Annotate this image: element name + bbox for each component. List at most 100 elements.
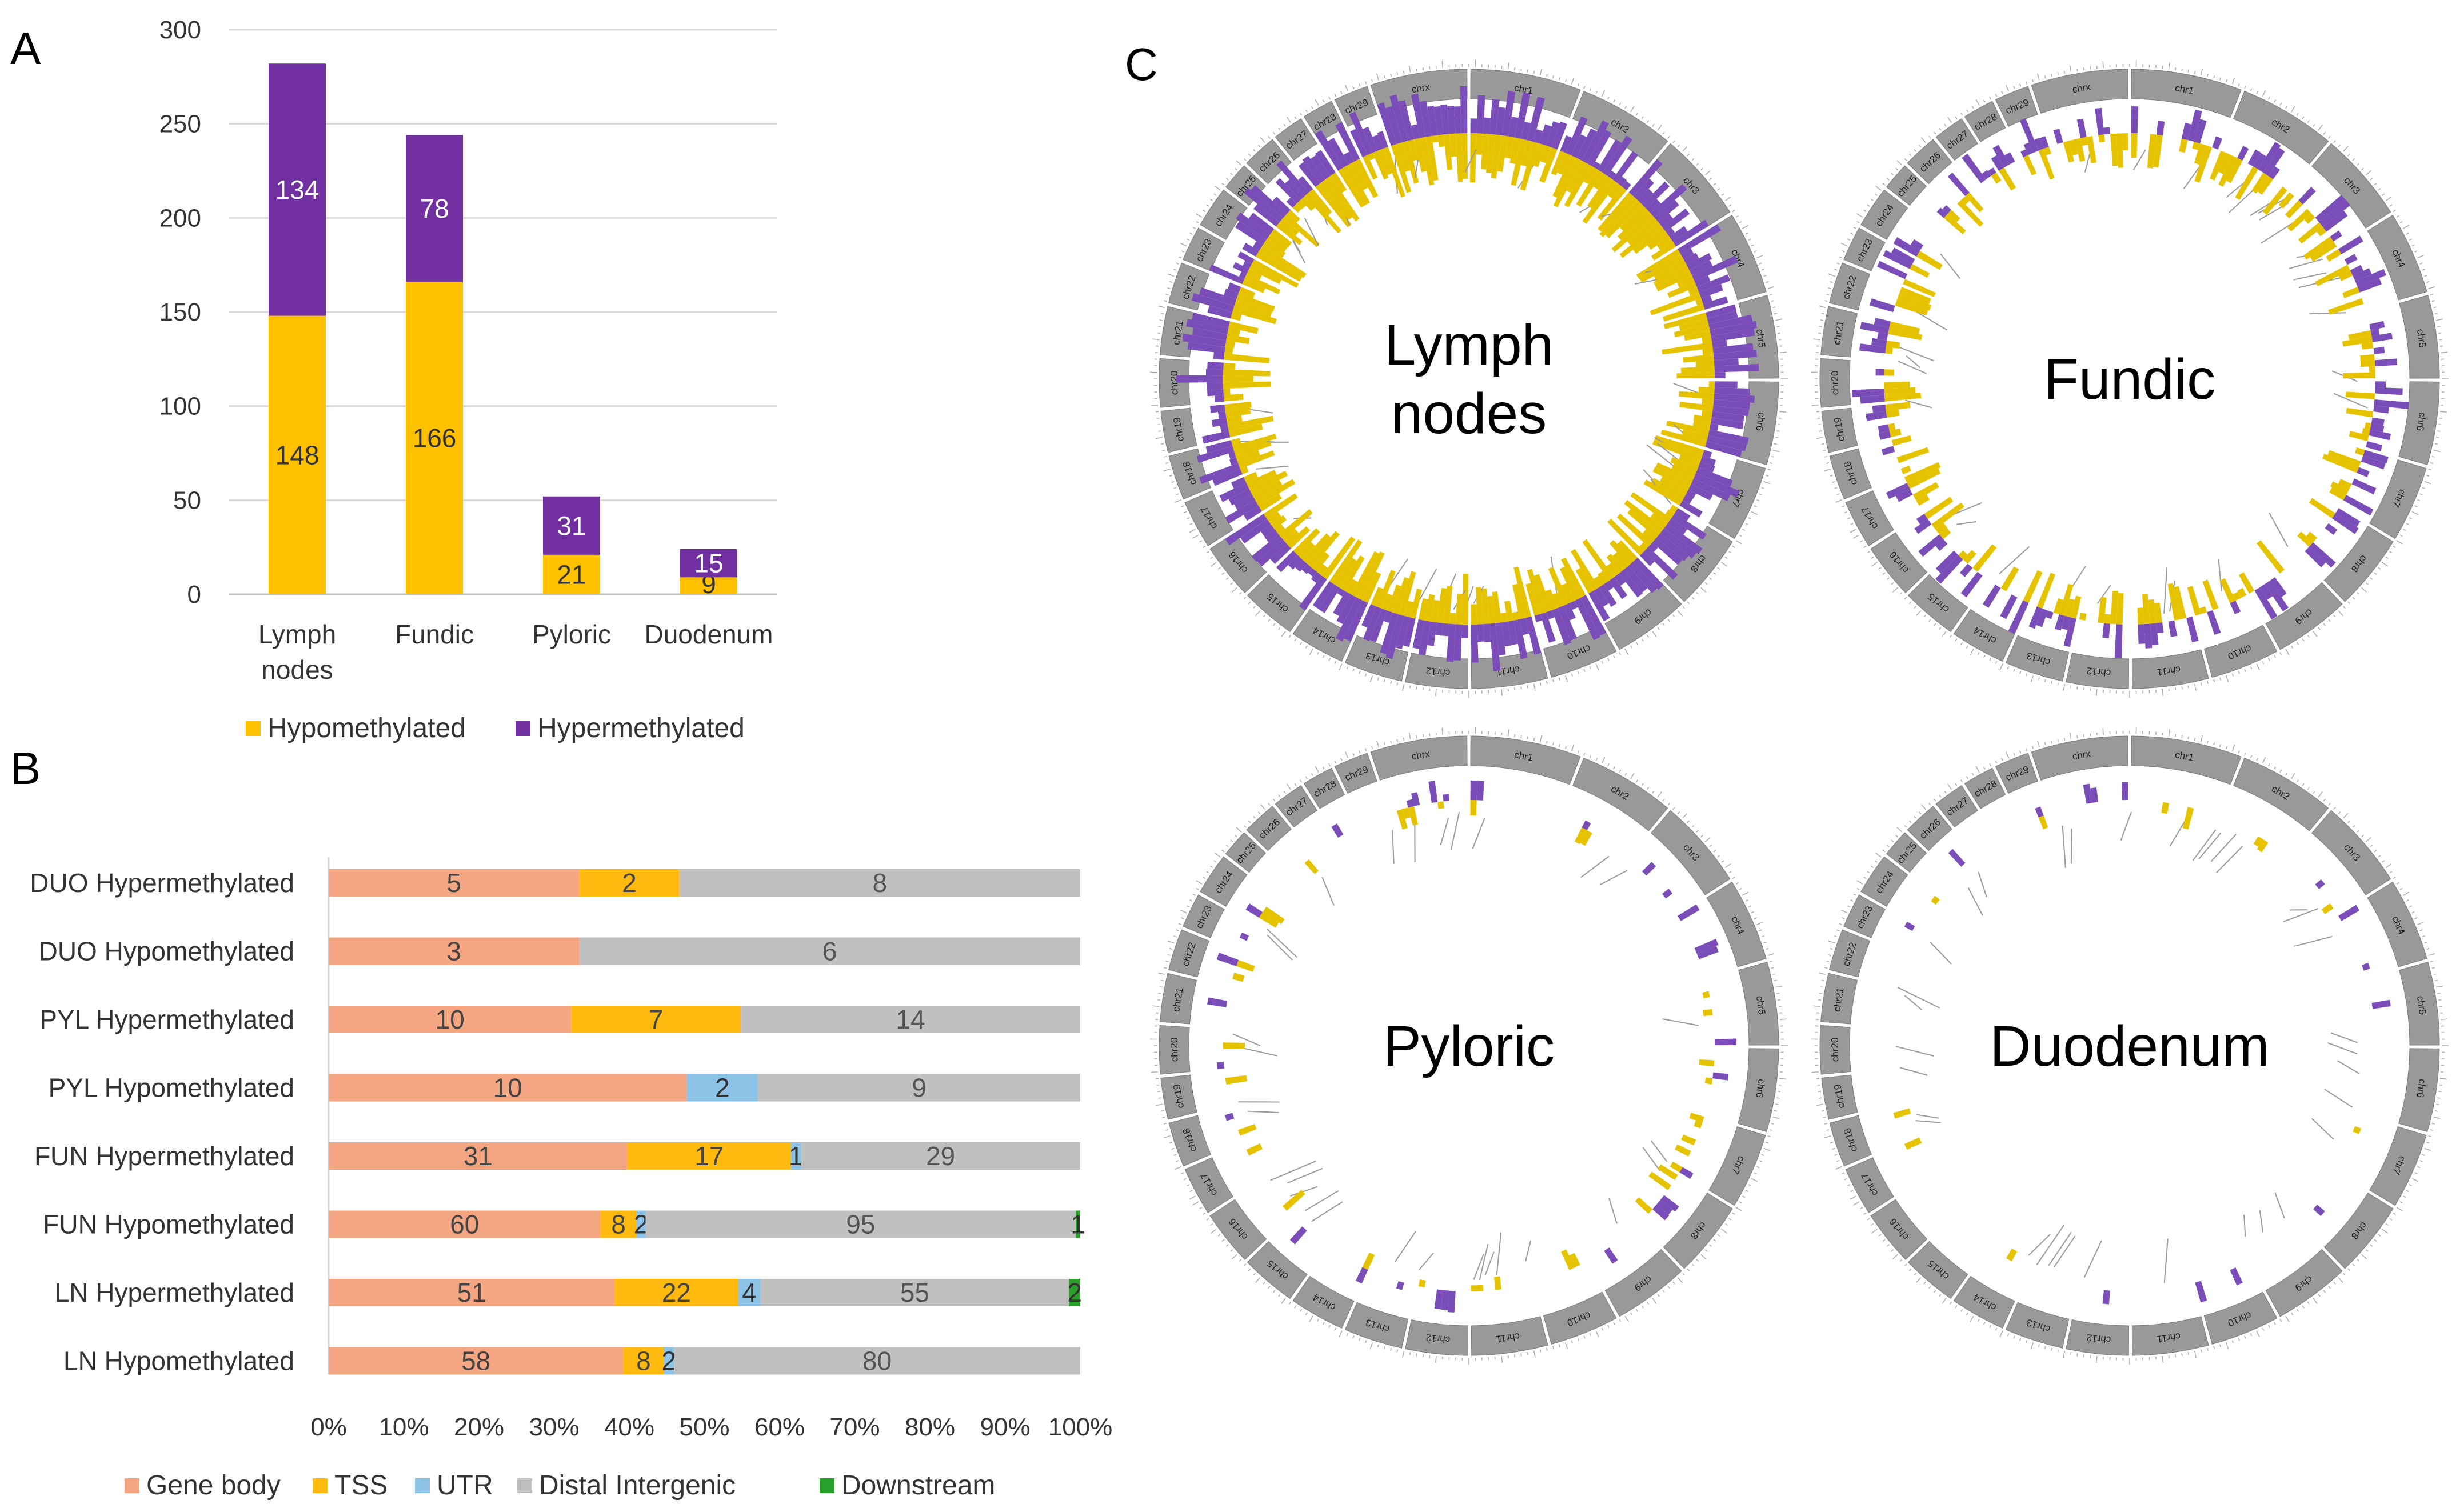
- scale-tick: [2406, 523, 2409, 525]
- data-label: 6: [822, 937, 837, 966]
- hyper-bar: [2253, 153, 2266, 170]
- scale-tick: [1934, 623, 1936, 626]
- hyper-bar: [1514, 92, 1531, 139]
- hypo-bar: [1702, 336, 1712, 344]
- hyper-bar: [1191, 293, 1235, 313]
- hyper-bar: [1539, 124, 1552, 146]
- hyper-bar: [2270, 577, 2287, 598]
- hypo-bar: [1296, 199, 1306, 210]
- scale-tick: [2274, 655, 2276, 658]
- y-tick-label: 250: [159, 110, 201, 138]
- scale-tick: [1824, 967, 1828, 969]
- hyper-bar: [1248, 213, 1275, 234]
- hyper-bar: [1660, 1195, 1679, 1212]
- hyper-bar: [2343, 495, 2374, 516]
- hypo-bar: [1259, 912, 1279, 928]
- scale-tick: [2026, 748, 2028, 751]
- scale-tick: [1717, 855, 1720, 858]
- hypo-bar: [1279, 218, 1299, 236]
- scale-tick: [1189, 529, 1196, 533]
- scale-tick: [1159, 319, 1163, 321]
- scale-tick: [2175, 67, 2177, 70]
- hypo-bar: [1693, 414, 1712, 424]
- hyper-bar: [2230, 1267, 2243, 1286]
- hypo-bar: [1885, 347, 1893, 354]
- hyper-bar: [1207, 997, 1228, 1007]
- hyper-bar: [1411, 792, 1420, 806]
- hyper-bar: [1272, 196, 1291, 214]
- scale-tick: [1533, 737, 1535, 741]
- chromosome-ideogram: [1471, 649, 1548, 689]
- chromosome-ideogram: [1159, 1025, 1191, 1075]
- hyper-bar: [1218, 411, 1227, 419]
- scale-tick: [2437, 326, 2441, 327]
- hyper-bar: [1243, 506, 1262, 521]
- scale-tick: [1203, 877, 1206, 879]
- scale-tick: [1853, 534, 1860, 539]
- hypo-bar: [1335, 558, 1357, 589]
- chromosome-ideogram: [1964, 101, 2006, 142]
- scale-tick: [1203, 1212, 1206, 1215]
- hypo-bar: [1238, 450, 1275, 469]
- scale-tick: [1828, 940, 1835, 944]
- scale-tick: [1971, 773, 1974, 776]
- scale-tick: [1429, 66, 1431, 70]
- hyper-bar: [1706, 435, 1747, 451]
- scale-tick: [1891, 173, 1894, 175]
- hypo-bar: [1889, 321, 1920, 334]
- scale-tick: [1717, 567, 1720, 570]
- hypo-bar: [1481, 588, 1489, 625]
- hyper-bar: [1879, 430, 1891, 440]
- hyper-bar: [1714, 1038, 1736, 1046]
- hypo-bar: [1648, 1171, 1672, 1190]
- scale-tick: [1248, 1268, 1251, 1271]
- scale-tick: [1527, 69, 1528, 73]
- hyper-bar: [1710, 321, 1757, 337]
- scale-tick: [1682, 1273, 1685, 1276]
- hyper-bar: [1192, 327, 1228, 341]
- scale-tick: [1754, 505, 1757, 507]
- hypo-bar: [2309, 498, 2335, 519]
- hyper-bar: [1669, 226, 1688, 242]
- hyper-bar: [1519, 618, 1529, 635]
- scale-tick: [2419, 929, 2423, 931]
- hypo-bar: [2304, 213, 2315, 224]
- scale-tick: [1856, 221, 1860, 223]
- y-category-label: DUO Hypomethylated: [39, 937, 294, 966]
- hypo-bar: [1470, 133, 1477, 183]
- scale-tick: [1850, 899, 1854, 902]
- hyper-bar: [1285, 179, 1305, 200]
- hypo-bar: [1227, 415, 1274, 431]
- chromosome-ideogram: [1845, 490, 1894, 546]
- scale-tick: [2361, 167, 2364, 171]
- scale-tick: [1748, 517, 1751, 519]
- hyper-bar: [2230, 601, 2241, 614]
- scale-tick: [1565, 79, 1567, 82]
- scale-tick: [1732, 1212, 1735, 1215]
- hypo-bar: [1414, 138, 1427, 173]
- scale-tick: [2069, 732, 2072, 739]
- scale-tick: [2428, 469, 2431, 470]
- hyper-bar: [1714, 363, 1759, 373]
- hypo-bar: [1598, 571, 1610, 585]
- scale-tick: [1742, 529, 1746, 531]
- data-label: 10: [436, 1005, 465, 1034]
- scale-tick: [2357, 592, 2360, 595]
- scale-tick: [1835, 1166, 1842, 1170]
- scale-tick: [2399, 1201, 2403, 1204]
- hyper-bar: [1209, 264, 1245, 285]
- scale-tick: [1766, 281, 1769, 283]
- scale-tick: [1856, 887, 1860, 890]
- x-tick-label: 40%: [604, 1413, 654, 1441]
- scale-tick: [1834, 1154, 1838, 1156]
- scale-tick: [1352, 669, 1355, 672]
- bar-segment: [329, 1210, 601, 1238]
- scale-tick: [2313, 1298, 2318, 1304]
- scale-tick: [2389, 551, 2393, 554]
- hyper-bar: [2046, 610, 2054, 619]
- scale-tick: [1441, 61, 1444, 68]
- hyper-bar: [1628, 159, 1663, 197]
- scale-tick: [1691, 158, 1695, 161]
- hyper-bar: [1662, 208, 1690, 232]
- data-label: 10: [493, 1073, 522, 1103]
